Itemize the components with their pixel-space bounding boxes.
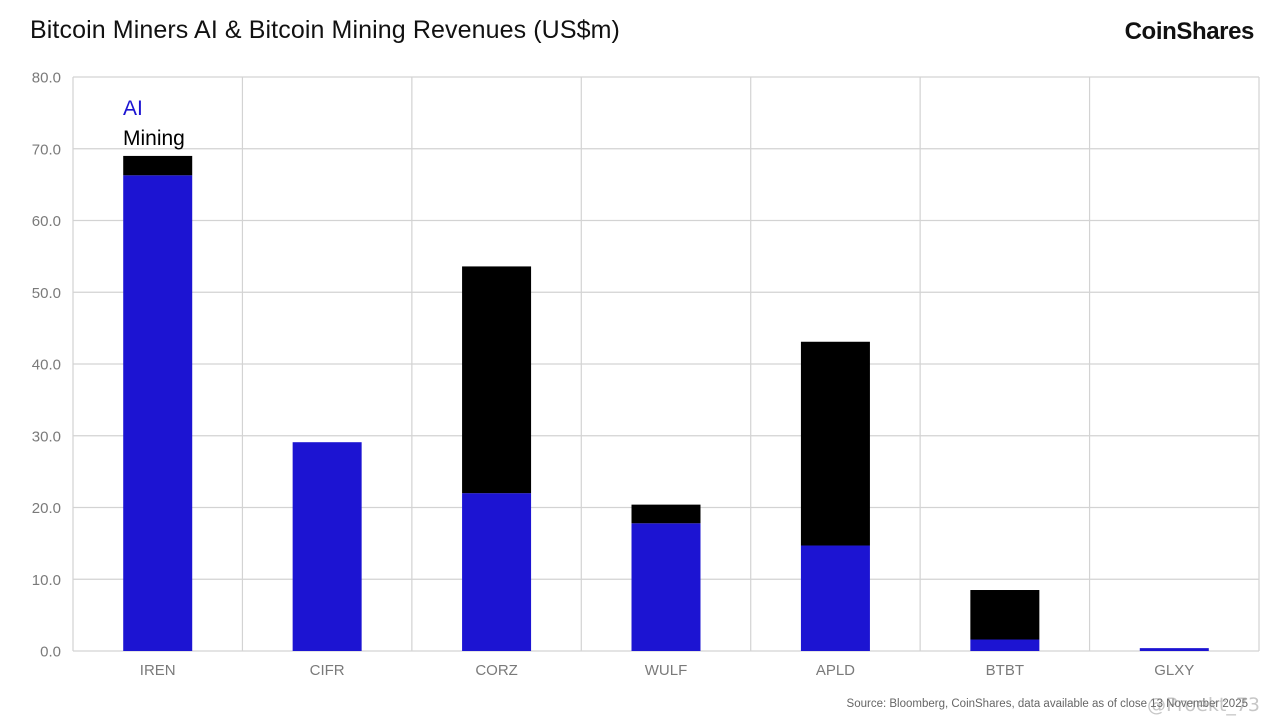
x-tick-label: CORZ <box>475 662 518 679</box>
x-tick-label: WULF <box>645 662 688 679</box>
bar-ai-glxy <box>1139 648 1209 651</box>
legend-ai: AI <box>123 97 143 120</box>
bar-ai-corz <box>462 493 532 651</box>
legend-mining: Mining <box>123 127 185 150</box>
bar-mining-corz <box>462 266 532 494</box>
source-note: Source: Bloomberg, CoinShares, data avai… <box>846 698 1248 710</box>
y-tick-label: 10.0 <box>32 572 61 589</box>
bar-ai-wulf <box>631 523 701 651</box>
bars-layer <box>123 155 1209 652</box>
y-tick-label: 70.0 <box>32 141 61 158</box>
bar-ai-apld <box>800 545 870 651</box>
x-tick-label: BTBT <box>986 662 1024 679</box>
y-tick-label: 50.0 <box>32 285 61 302</box>
legend: AI Mining <box>123 97 185 150</box>
bar-ai-iren <box>123 175 193 652</box>
bar-ai-btbt <box>970 639 1040 651</box>
bar-mining-apld <box>800 341 870 546</box>
bar-mining-btbt <box>970 590 1040 640</box>
x-tick-label: APLD <box>816 662 855 679</box>
labels-layer: 0.0 10.0 20.0 30.0 40.0 50.0 60.0 70.0 80.0 IREN C… <box>32 70 1195 680</box>
x-tick-label: GLXY <box>1154 662 1194 679</box>
watermark: @Proekt_73 <box>1147 694 1260 716</box>
bar-mining-wulf <box>631 504 701 524</box>
coinshares-logo: CoinShares <box>1124 18 1255 45</box>
y-tick-label: 60.0 <box>32 213 61 230</box>
bar-ai-cifr <box>292 442 362 651</box>
bar-mining-iren <box>123 155 193 176</box>
x-tick-label: IREN <box>140 662 176 679</box>
grid-layer <box>72 76 1260 652</box>
y-tick-label: 80.0 <box>32 70 61 87</box>
y-tick-label: 30.0 <box>32 428 61 445</box>
chart-title: Bitcoin Miners AI & Bitcoin Mining Reven… <box>30 16 620 44</box>
x-tick-label: CIFR <box>310 662 345 679</box>
y-tick-label: 0.0 <box>40 644 61 661</box>
y-tick-label: 40.0 <box>32 357 61 374</box>
y-tick-label: 20.0 <box>32 500 61 517</box>
